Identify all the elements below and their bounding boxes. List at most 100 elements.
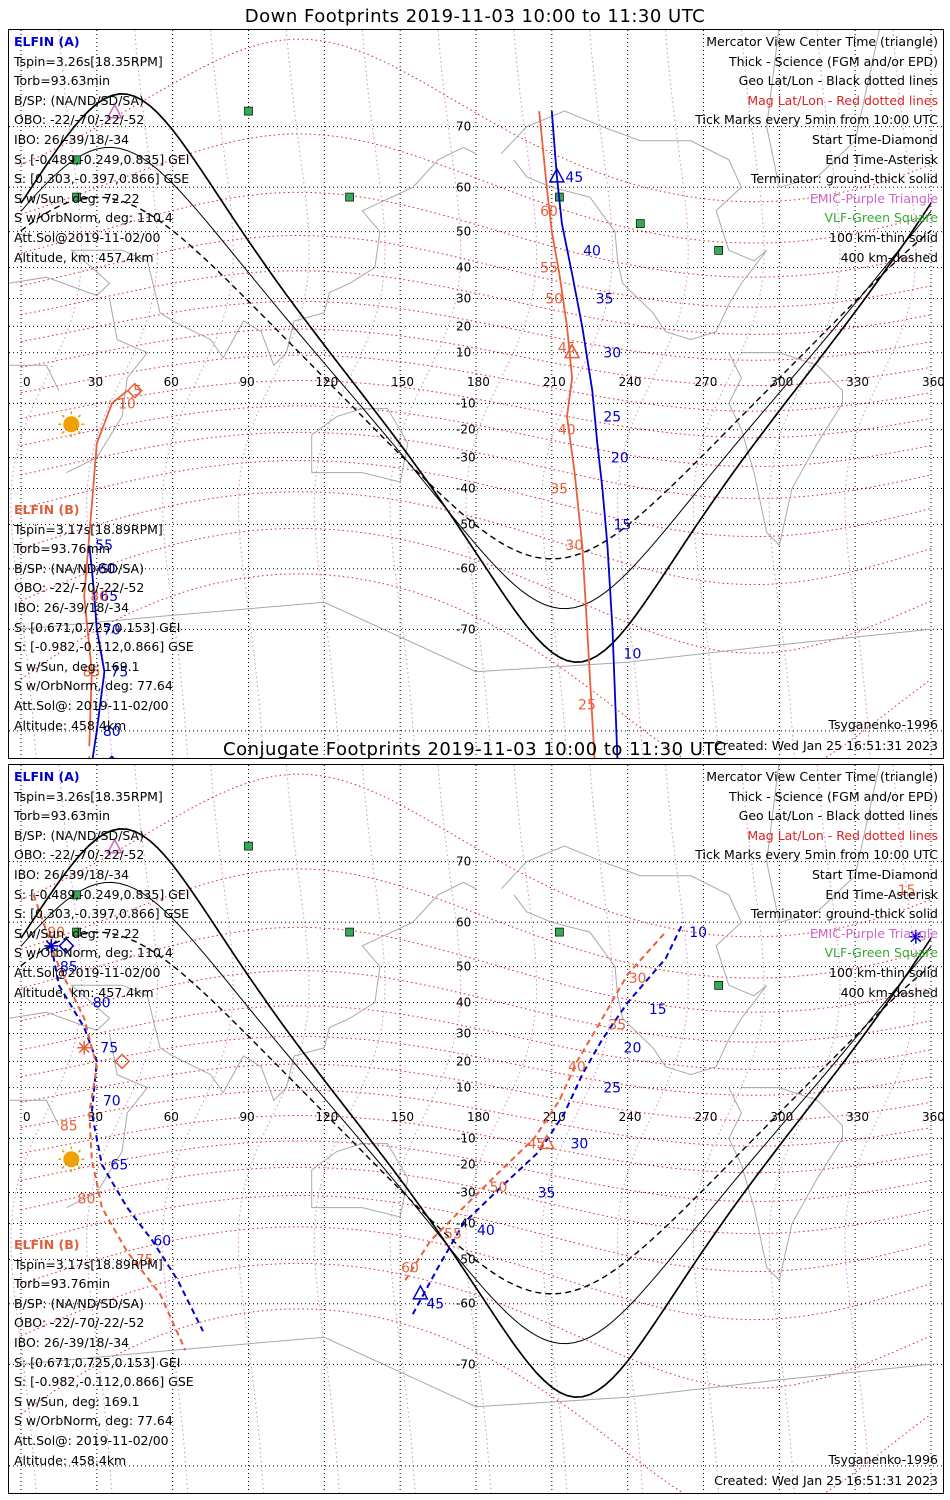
coastline [728, 1087, 843, 1282]
terminator [20, 93, 932, 663]
mag-lon-line [465, 30, 538, 758]
elfin-a-tick-label: 10 [689, 925, 707, 941]
coastline [9, 881, 477, 1102]
elfin-a-param: Att.Sol@2019-11-02/00 [14, 964, 161, 980]
elfin-b-tick-label: 40 [558, 423, 576, 439]
lat-tick-label: -30 [456, 1186, 476, 1200]
mag-lon-line [389, 765, 462, 1493]
lat-tick-label: 20 [456, 319, 471, 333]
elfin-a-param: S w/OrbNorm, deg: 110.4 [14, 945, 173, 961]
legend-item: Terminator: ground-thick solid [750, 171, 938, 187]
legend-item: Thick - Science (FGM and/or EPD) [729, 53, 938, 69]
lat-tick-label: -20 [456, 423, 476, 437]
elfin-b-track-pacific [404, 931, 667, 1281]
elfin-b-param: S: [0.671,0.725,0.153] GEI [14, 619, 181, 635]
axis-labels: 0 30 60 90 120 150 180 210 240 270 300 330 360 70 60 50… [23, 855, 943, 1372]
elfin-a-tick-label: 65 [100, 589, 118, 605]
legend-item: Geo Lat/Lon - Black dotted lines [738, 73, 938, 89]
coastline [20, 601, 932, 673]
legend-item: Mag Lat/Lon - Red dotted lines [747, 827, 938, 843]
elfin-b-tick-label: 50 [490, 1180, 508, 1196]
sun-ray [61, 430, 65, 434]
elfin-a-param: S w/OrbNorm, deg: 110.4 [14, 210, 173, 226]
lat-tick-label: 10 [456, 346, 471, 360]
coastline [766, 765, 880, 923]
mag-lat-line [20, 1035, 932, 1096]
elfin-b-info: ELFIN (B) Tspin=3.17s[18.89RPM] Torb=93.7… [14, 500, 194, 735]
terminator-100km [20, 881, 932, 1345]
elfin-a-tick-label: 70 [103, 1093, 121, 1109]
vlf-square [345, 192, 354, 202]
coastlines [9, 765, 932, 1408]
elfin-a-tick-label: 15 [649, 1002, 667, 1018]
lon-tick-label: 300 [770, 375, 793, 389]
elfin-b-param: S w/OrbNorm, deg: 77.64 [14, 678, 173, 694]
lat-tick-label: -60 [456, 1297, 476, 1311]
elfin-a-tick-label: 75 [110, 665, 128, 681]
elfin-b-center-triangle [563, 343, 581, 359]
vlf-square [244, 841, 253, 851]
vlf-square [72, 927, 81, 937]
elfin-b-param: B/SP: (NA/ND/SD/SA) [14, 560, 144, 576]
created-label: Created: Wed Jan 25 16:51:31 2023 [714, 1473, 938, 1488]
lon-tick-label: 120 [315, 375, 338, 389]
mag-lat-line [20, 1063, 932, 1122]
elfin-a-tick-label: 35 [538, 1186, 556, 1202]
elfin-a-start-diamond [58, 937, 75, 954]
legend-item: 400 km-dashed [840, 249, 938, 265]
elfin-b-param: Altitude: 458.4km [14, 1452, 127, 1468]
coastline [766, 30, 880, 188]
vlf-square [72, 155, 81, 165]
elfin-a-tick-label: 35 [596, 291, 614, 307]
legend-item: Tick Marks every 5min from 10:00 UTC [695, 847, 938, 863]
elfin-a-param: OBO: -22/-70/-22/-52 [14, 112, 145, 128]
lat-tick-label: 40 [456, 261, 471, 275]
lat-tick-label: 40 [456, 996, 471, 1010]
lat-tick-label: 50 [456, 225, 471, 239]
lon-tick-label: 150 [391, 375, 414, 389]
emic-triangle [106, 838, 123, 854]
elfin-a-tick-label: 25 [603, 1081, 621, 1097]
mag-lat-line [20, 1308, 932, 1493]
sun-icon [63, 1151, 80, 1168]
elfin-b-param: S: [0.671,0.725,0.153] GEI [14, 1354, 181, 1370]
lon-tick-label: 240 [619, 375, 642, 389]
elfin-b-center-triangle [538, 1133, 556, 1150]
elfin-b-tick-label: 30 [565, 538, 583, 554]
vlf-square [555, 927, 564, 937]
map-panel-down: 0 30 60 90 120 150 180 210 240 270 300 330 360 70 60 50… [8, 29, 944, 759]
mag-lon-line [86, 765, 159, 1493]
mag-lat-line [20, 405, 932, 467]
mag-lon-line [10, 765, 83, 1493]
elfin-a-track-west [88, 545, 106, 758]
lon-tick-label: 90 [240, 375, 255, 389]
lon-tick-label: 0 [23, 1110, 31, 1124]
mag-lat-line [20, 1140, 932, 1202]
elfin-b-info: ELFIN (B) Tspin=3.17s[18.89RPM] Torb=93.7… [14, 1235, 194, 1470]
lat-tick-label: -50 [456, 517, 476, 531]
elfin-b-tick-label: 85 [83, 665, 101, 681]
lat-tick-label: -20 [456, 1158, 476, 1172]
lon-tick-label: 0 [23, 375, 31, 389]
coastline [66, 1033, 149, 1209]
elfin-a-param: S: [0.303,-0.397,0.866] GSE [14, 906, 190, 922]
elfin-a-tick-label: 80 [93, 996, 111, 1012]
terminator-100km [20, 146, 932, 610]
lon-tick-label: 30 [88, 375, 103, 389]
legend-item: VLF-Green Square [824, 210, 938, 226]
coastline [9, 364, 60, 391]
elfin-b-param: S w/Sun, deg: 169.1 [14, 1393, 140, 1409]
model-label: Tsyganenko-1996 [828, 717, 938, 732]
elfin-b-param: Att.Sol@: 2019-11-02/00 [14, 697, 169, 713]
sun-ray [77, 1165, 82, 1169]
lat-tick-label: -40 [456, 1216, 476, 1230]
legend-item: Geo Lat/Lon - Black dotted lines [738, 808, 938, 824]
elfin-a-param: Torb=93.63min [14, 73, 111, 89]
elfin-b-tick-label: 60 [540, 204, 558, 220]
lat-tick-label: 60 [456, 180, 471, 194]
legend-item: End Time-Asterisk [825, 151, 938, 167]
mag-lat-line [20, 431, 932, 500]
elfin-a-param: S w/Sun, deg: 72.22 [14, 190, 140, 206]
sun-ray [61, 414, 65, 418]
elfin-a-tick-label: 40 [477, 1223, 495, 1239]
